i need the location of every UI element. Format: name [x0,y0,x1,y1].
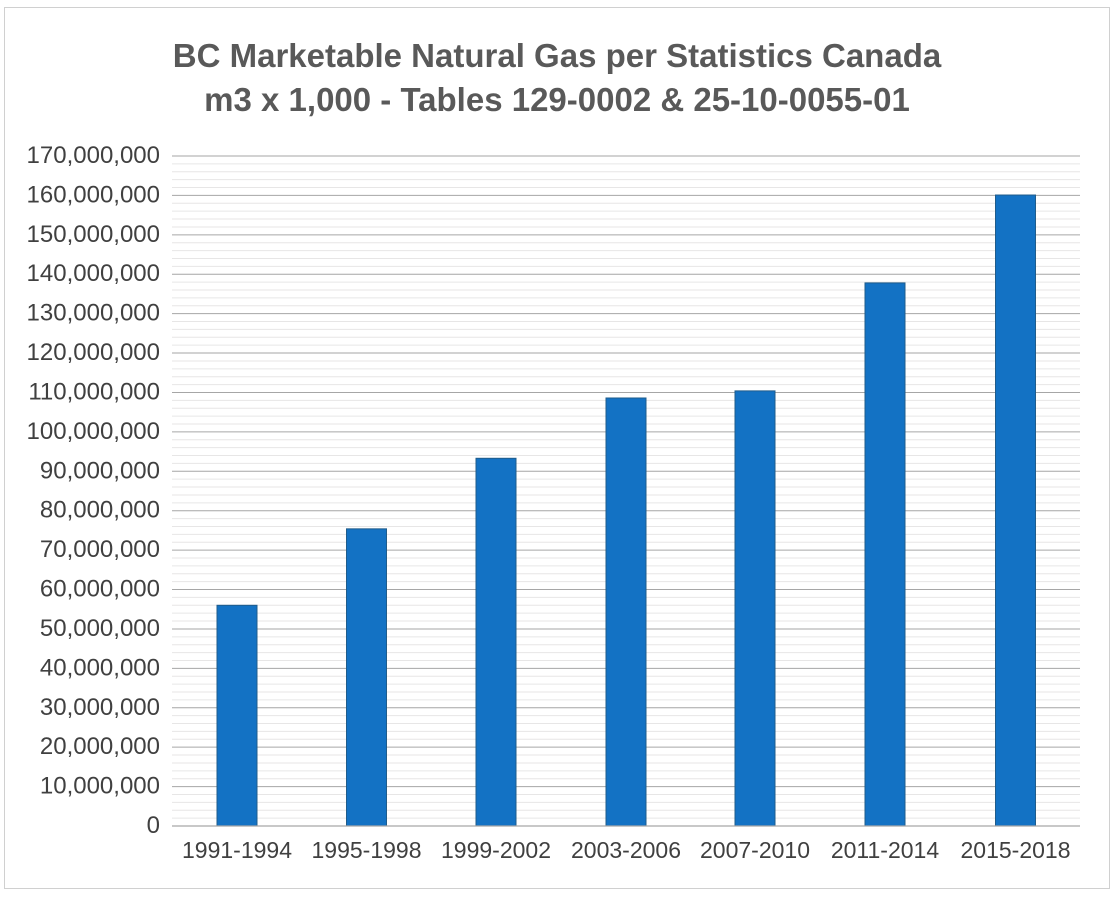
svg-text:110,000,000: 110,000,000 [28,378,160,405]
svg-text:50,000,000: 50,000,000 [40,615,160,642]
svg-text:1995-1998: 1995-1998 [312,837,422,863]
svg-text:10,000,000: 10,000,000 [40,773,160,800]
svg-text:60,000,000: 60,000,000 [40,576,160,603]
svg-text:2003-2006: 2003-2006 [571,837,681,863]
svg-text:140,000,000: 140,000,000 [27,260,160,287]
svg-text:130,000,000: 130,000,000 [27,300,160,327]
svg-text:30,000,000: 30,000,000 [40,694,160,721]
svg-text:90,000,000: 90,000,000 [40,457,160,484]
svg-text:170,000,000: 170,000,000 [27,142,160,169]
svg-text:2011-2014: 2011-2014 [831,837,939,863]
svg-text:0: 0 [147,812,160,839]
svg-text:1991-1994: 1991-1994 [182,837,292,863]
svg-text:100,000,000: 100,000,000 [27,418,160,445]
svg-text:2007-2010: 2007-2010 [700,837,810,863]
svg-text:150,000,000: 150,000,000 [27,221,160,248]
svg-text:1999-2002: 1999-2002 [441,837,551,863]
svg-text:120,000,000: 120,000,000 [27,339,160,366]
svg-text:160,000,000: 160,000,000 [27,181,160,208]
svg-text:20,000,000: 20,000,000 [40,733,160,760]
svg-text:40,000,000: 40,000,000 [40,654,160,681]
svg-text:70,000,000: 70,000,000 [40,536,160,563]
svg-text:2015-2018: 2015-2018 [961,837,1071,863]
svg-text:80,000,000: 80,000,000 [40,497,160,524]
